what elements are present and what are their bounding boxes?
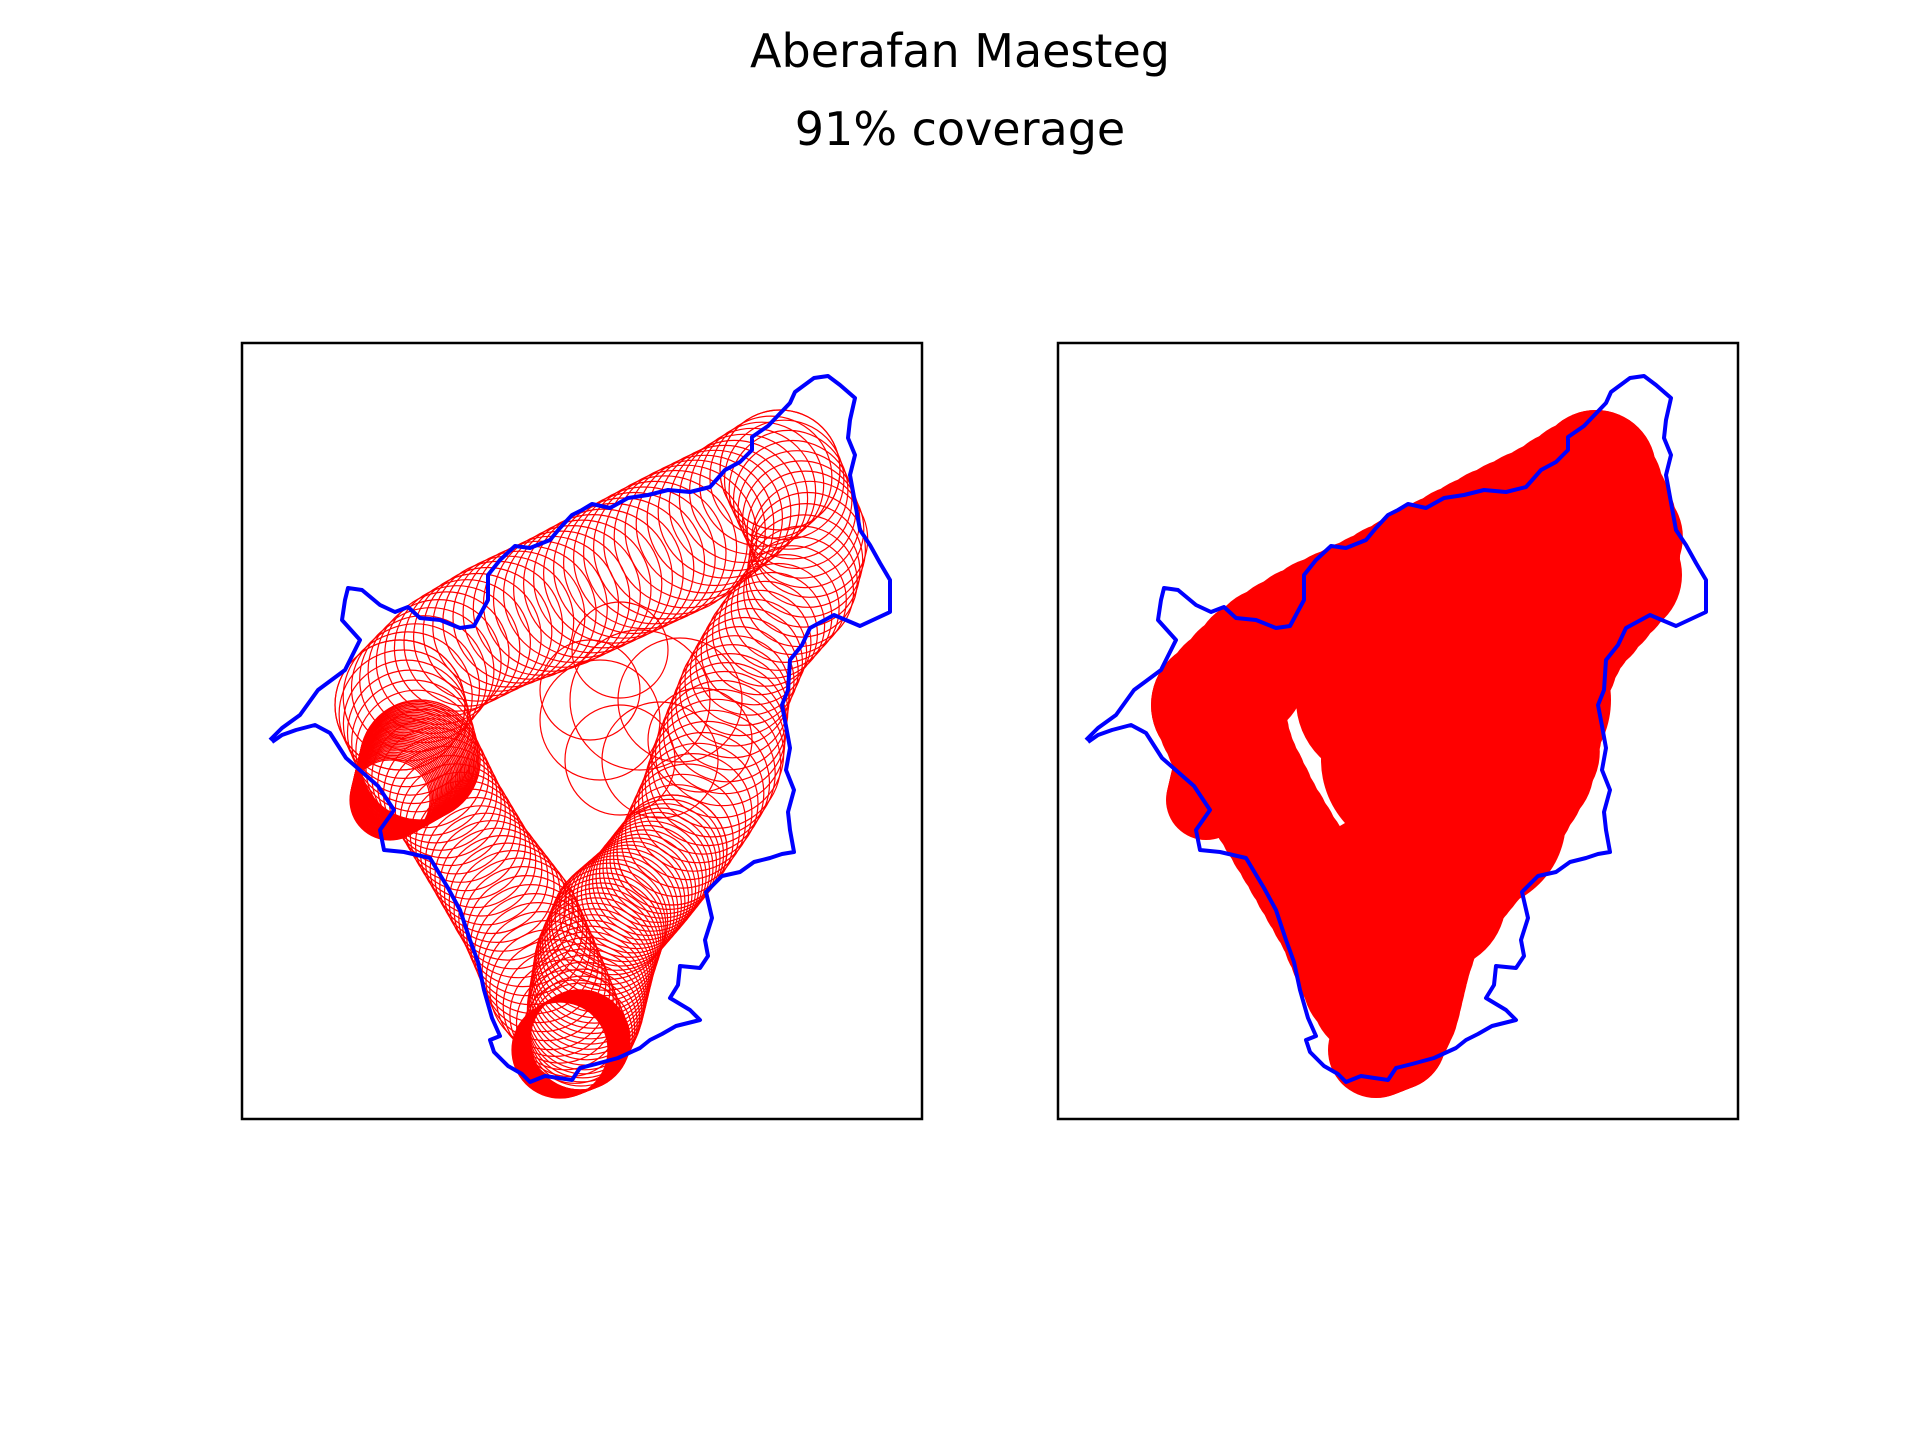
buffer-circle (595, 820, 707, 932)
constituency-boundary (268, 374, 892, 1084)
buffer-circle (612, 798, 725, 911)
buffer-circle-filled (1311, 815, 1441, 945)
buffer-circle (668, 439, 801, 572)
buffer-circle (448, 842, 567, 961)
buffer-circle-filled (1296, 620, 1456, 780)
buffer-circle (543, 502, 684, 644)
buffer-circle (569, 629, 711, 771)
buffer-circle (567, 847, 683, 963)
constituency-boundary (1084, 374, 1708, 1084)
buffer-circle (434, 820, 549, 935)
buffer-circle-filled (1446, 530, 1586, 670)
buffer-circle (419, 796, 532, 909)
buffer-circle (429, 812, 543, 926)
circles-outline-panel (240, 341, 924, 1121)
buffer-circle (443, 835, 561, 952)
right-axes-frame (1056, 341, 1740, 1121)
buffer-circle (532, 508, 673, 649)
buffer-circle (413, 572, 542, 702)
buffer-circle (439, 827, 555, 944)
buffer-circle (646, 449, 784, 587)
buffer-circle (349, 759, 431, 841)
buffer-circle-filled (1328, 1002, 1424, 1098)
buffer-circle (559, 855, 675, 971)
buffer-circle (629, 763, 747, 881)
buffer-circle (393, 585, 521, 712)
buffer-circle (699, 421, 825, 547)
buffer-circle (745, 525, 858, 638)
buffer-circle (573, 486, 716, 630)
buffer-circle (616, 794, 728, 906)
buffer-circle (472, 540, 608, 676)
buffer-circle (539, 659, 661, 781)
buffer-circle (511, 1001, 609, 1099)
buffer-circle (705, 589, 812, 696)
buffer-circle (495, 938, 614, 1057)
buffer-circle (684, 625, 795, 737)
buffer-circle (718, 571, 826, 679)
buffer-circle (624, 773, 740, 889)
buffer-circle (617, 637, 743, 763)
buffer-circle (601, 701, 719, 819)
buffer-circle (512, 519, 652, 659)
buffer-circle (598, 816, 711, 928)
buffer-circle (553, 497, 695, 639)
buffer-circle (492, 530, 631, 668)
buffer-circle (571, 601, 669, 699)
buffer-circle (651, 698, 782, 829)
buffer-circle (544, 877, 664, 997)
buffer-circle (637, 742, 759, 864)
coverage-subtitle: 91% coverage (794, 102, 1126, 156)
buffer-circle (730, 553, 840, 663)
buffer-circle (563, 851, 679, 967)
buffer-circle (695, 607, 803, 716)
buffer-circle (689, 616, 799, 726)
buffer-circle (564, 704, 676, 816)
buffer-circle (503, 524, 642, 663)
buffer-circle (641, 731, 765, 855)
buffer-circle (588, 829, 700, 941)
left-axes-frame (240, 341, 924, 1121)
buffer-circle-filled (1558, 513, 1682, 637)
buffer-circle (678, 433, 809, 564)
buffer-circle (746, 470, 865, 589)
buffer-circle (462, 865, 584, 988)
buffer-circle (523, 514, 663, 654)
buffer-circle (539, 639, 641, 741)
buffer-circle (359, 615, 488, 744)
buffer-circle (582, 480, 727, 625)
buffer-circle (592, 475, 738, 620)
buffer-circle (489, 928, 611, 1051)
buffer-circle (485, 919, 607, 1042)
buffer-circle (576, 840, 690, 954)
buffer-circle (700, 598, 808, 706)
buffer-circle (654, 688, 785, 819)
buffer-circle (342, 659, 471, 788)
figure-title: Aberafan Maesteg (750, 24, 1170, 78)
buffer-circle (749, 491, 866, 608)
circles-filled-panel (1056, 341, 1740, 1121)
buffer-circle (453, 850, 573, 970)
buffer-circle (657, 444, 792, 579)
filled-circles-layer (1151, 410, 1683, 1098)
buffer-circle (338, 649, 469, 779)
buffer-circle (647, 687, 753, 793)
